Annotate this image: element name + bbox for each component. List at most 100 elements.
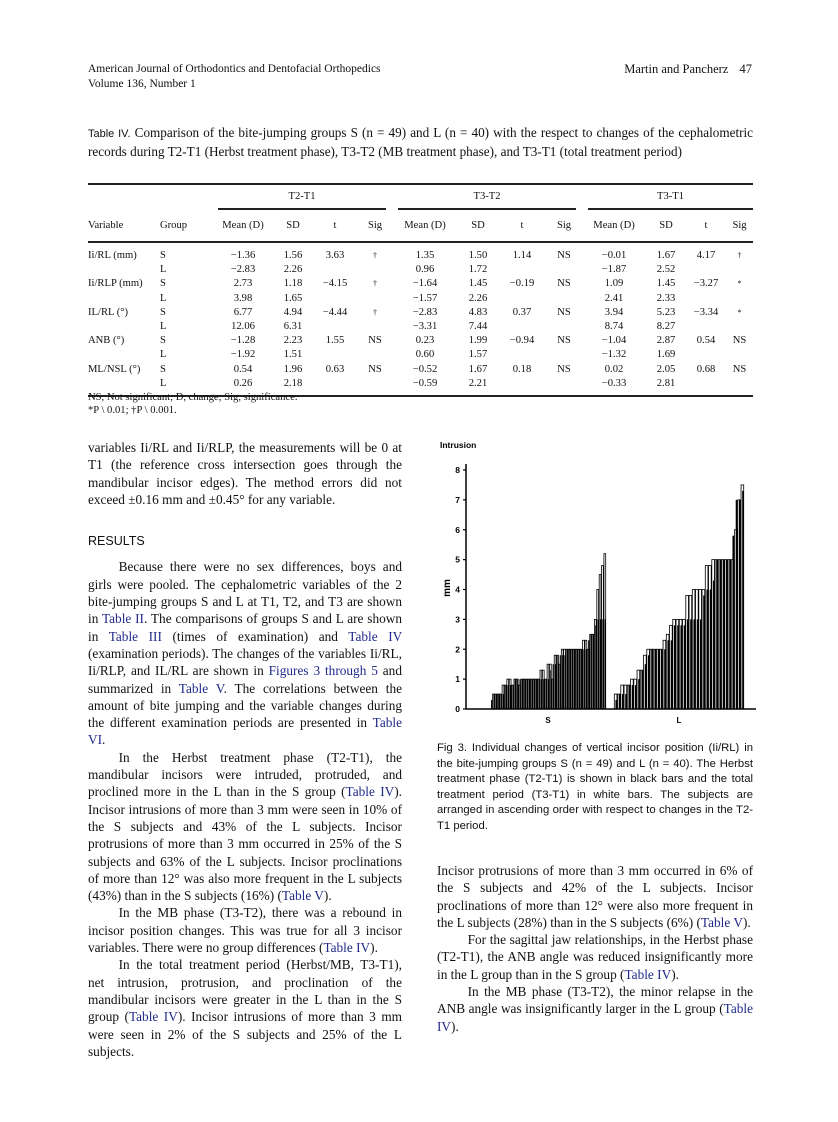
bar-t2-t1 <box>699 619 702 709</box>
table-cell: −0.52 <box>412 363 438 375</box>
cross-reference-link[interactable]: Table IV <box>437 1001 753 1034</box>
bar-t2-t1 <box>725 559 728 709</box>
table-cell: 2.33 <box>656 292 676 304</box>
column-header: Sig <box>546 211 583 243</box>
cross-reference-link[interactable]: Figures 3 through 5 <box>268 663 378 679</box>
table-cell: * <box>726 277 753 291</box>
bar-t2-t1 <box>654 649 657 709</box>
bar-t2-t1 <box>641 670 644 709</box>
cross-reference-link[interactable]: Table V <box>700 914 743 930</box>
bar-t2-t1 <box>732 535 735 709</box>
column-header: Sig <box>726 211 754 243</box>
table-cell: 1.99 <box>468 335 488 347</box>
column-header: SD <box>646 211 687 243</box>
cross-reference-link[interactable]: Table III <box>108 628 162 644</box>
bar-t2-t1 <box>660 649 663 709</box>
table-row: L 3.98 1.65 −1.57 2.26 2.41 2.33 <box>88 292 753 306</box>
bar-t2-t1 <box>552 664 554 709</box>
table-cell: 1.65 <box>283 292 303 304</box>
text-segment: ). <box>323 888 332 904</box>
table-cell: 0.23 <box>415 335 435 347</box>
table-cell: Ii/RLP (mm) <box>88 278 143 290</box>
table-cell: NS <box>557 335 571 347</box>
y-tick-label: 6 <box>455 525 460 535</box>
bar-t2-t1 <box>634 685 637 709</box>
table-cell: 3.63 <box>325 250 345 261</box>
column-header: t <box>498 211 547 243</box>
column-header: SD <box>274 211 312 243</box>
bar-t2-t1 <box>690 619 692 709</box>
cross-reference-link[interactable]: Table IV <box>128 1009 178 1025</box>
bar-t2-t1 <box>540 679 542 709</box>
left-column: variables Ii/RL and Ii/RLP, the measurem… <box>88 439 402 1060</box>
paragraph: In the total treatment period (Herbst/MB… <box>88 956 402 1060</box>
table-cell <box>546 292 582 306</box>
text-segment: . <box>102 732 106 748</box>
column-header: Variable <box>88 211 160 243</box>
table-cell: −1.32 <box>601 349 627 361</box>
bar-t2-t1 <box>585 649 587 709</box>
table-cell <box>546 348 582 362</box>
bar-t2-t1 <box>524 679 526 709</box>
text-segment: ). <box>671 966 679 982</box>
table-cell: 2.26 <box>283 264 303 276</box>
bar-t2-t1 <box>657 649 660 709</box>
cross-reference-link[interactable]: Table IV <box>345 784 395 800</box>
column-header: t <box>686 211 727 243</box>
table-row: ANB (°) S −1.28 2.23 1.55 NS 0.23 1.99 −0.94 NS −1… <box>88 334 753 348</box>
running-header-right: Martin and Pancherz 47 <box>624 62 752 77</box>
table-row: L 0.26 2.18 −0.59 2.21 −0.33 2.81 <box>88 377 753 396</box>
bar-t2-t1 <box>631 685 634 709</box>
table-cell <box>88 292 160 306</box>
journal-title: American Journal of Orthodontics and Den… <box>88 63 381 75</box>
text-segment: variables Ii/RL and Ii/RLP, the measurem… <box>88 440 402 507</box>
significance-mark: † <box>373 279 377 289</box>
cross-reference-link[interactable]: Table IV <box>348 628 402 644</box>
paragraph: variables Ii/RL and Ii/RLP, the measurem… <box>88 439 402 508</box>
cross-reference-link[interactable]: Table IV <box>323 940 371 956</box>
period-header: T3-T2 <box>392 184 582 211</box>
table-cell: 1.50 <box>468 250 488 261</box>
table-cell: † <box>358 277 392 291</box>
table-cell: −3.34 <box>693 306 719 318</box>
text-segment: . The comparisons of groups S and L are … <box>88 611 402 644</box>
table-caption-text: Comparison of the bite-jumping groups S … <box>88 125 754 159</box>
table-cell <box>726 263 753 277</box>
bar-t2-t1 <box>696 619 699 709</box>
bar-t2-t1 <box>491 700 493 709</box>
cross-reference-link[interactable]: Table V <box>281 888 324 904</box>
table-cell <box>546 263 582 277</box>
significance-mark: * <box>737 279 742 289</box>
table-cell: −3.27 <box>693 278 719 290</box>
cross-reference-link[interactable]: Table IV <box>624 966 672 982</box>
text-segment: Because there were no sex differences, b… <box>88 559 402 627</box>
cross-reference-link[interactable]: Table II <box>101 611 144 627</box>
table-cell <box>88 263 160 277</box>
table-cell: L <box>160 292 167 304</box>
table-cell: −0.94 <box>509 335 535 347</box>
table-cell <box>88 348 160 362</box>
bar-t2-t1 <box>545 679 547 709</box>
period-header: T2-T1 <box>212 184 392 211</box>
table-cell: S <box>160 306 166 318</box>
column-header: Group <box>160 211 212 243</box>
table-cell <box>546 320 582 334</box>
cross-reference-link[interactable]: Table V <box>178 680 224 696</box>
table-cell: 0.54 <box>233 363 253 375</box>
table-cell <box>726 348 753 362</box>
text-segment: ). <box>742 914 751 930</box>
bar-t2-t1 <box>628 685 631 709</box>
bar-t2-t1 <box>557 655 559 709</box>
y-tick-label: 7 <box>455 495 460 505</box>
bar-t2-t1 <box>735 499 738 709</box>
bar-t2-t1 <box>729 559 731 709</box>
table-row: L −2.83 2.26 0.96 1.72 −1.87 2.52 <box>88 263 753 277</box>
bar-t2-t1 <box>507 685 509 709</box>
table-cell: 0.63 <box>325 363 345 375</box>
column-header: Sig <box>358 211 393 243</box>
table-row: IL/RL (°) S 6.77 4.94 −4.44 † −2.83 4.83 0.37 NS 3… <box>88 306 753 320</box>
table-cell: −1.36 <box>230 250 256 261</box>
group-label: S <box>545 716 551 725</box>
cross-reference-link[interactable]: Table VI <box>88 715 402 748</box>
text-segment: . The correlations between the amount of… <box>88 680 402 731</box>
